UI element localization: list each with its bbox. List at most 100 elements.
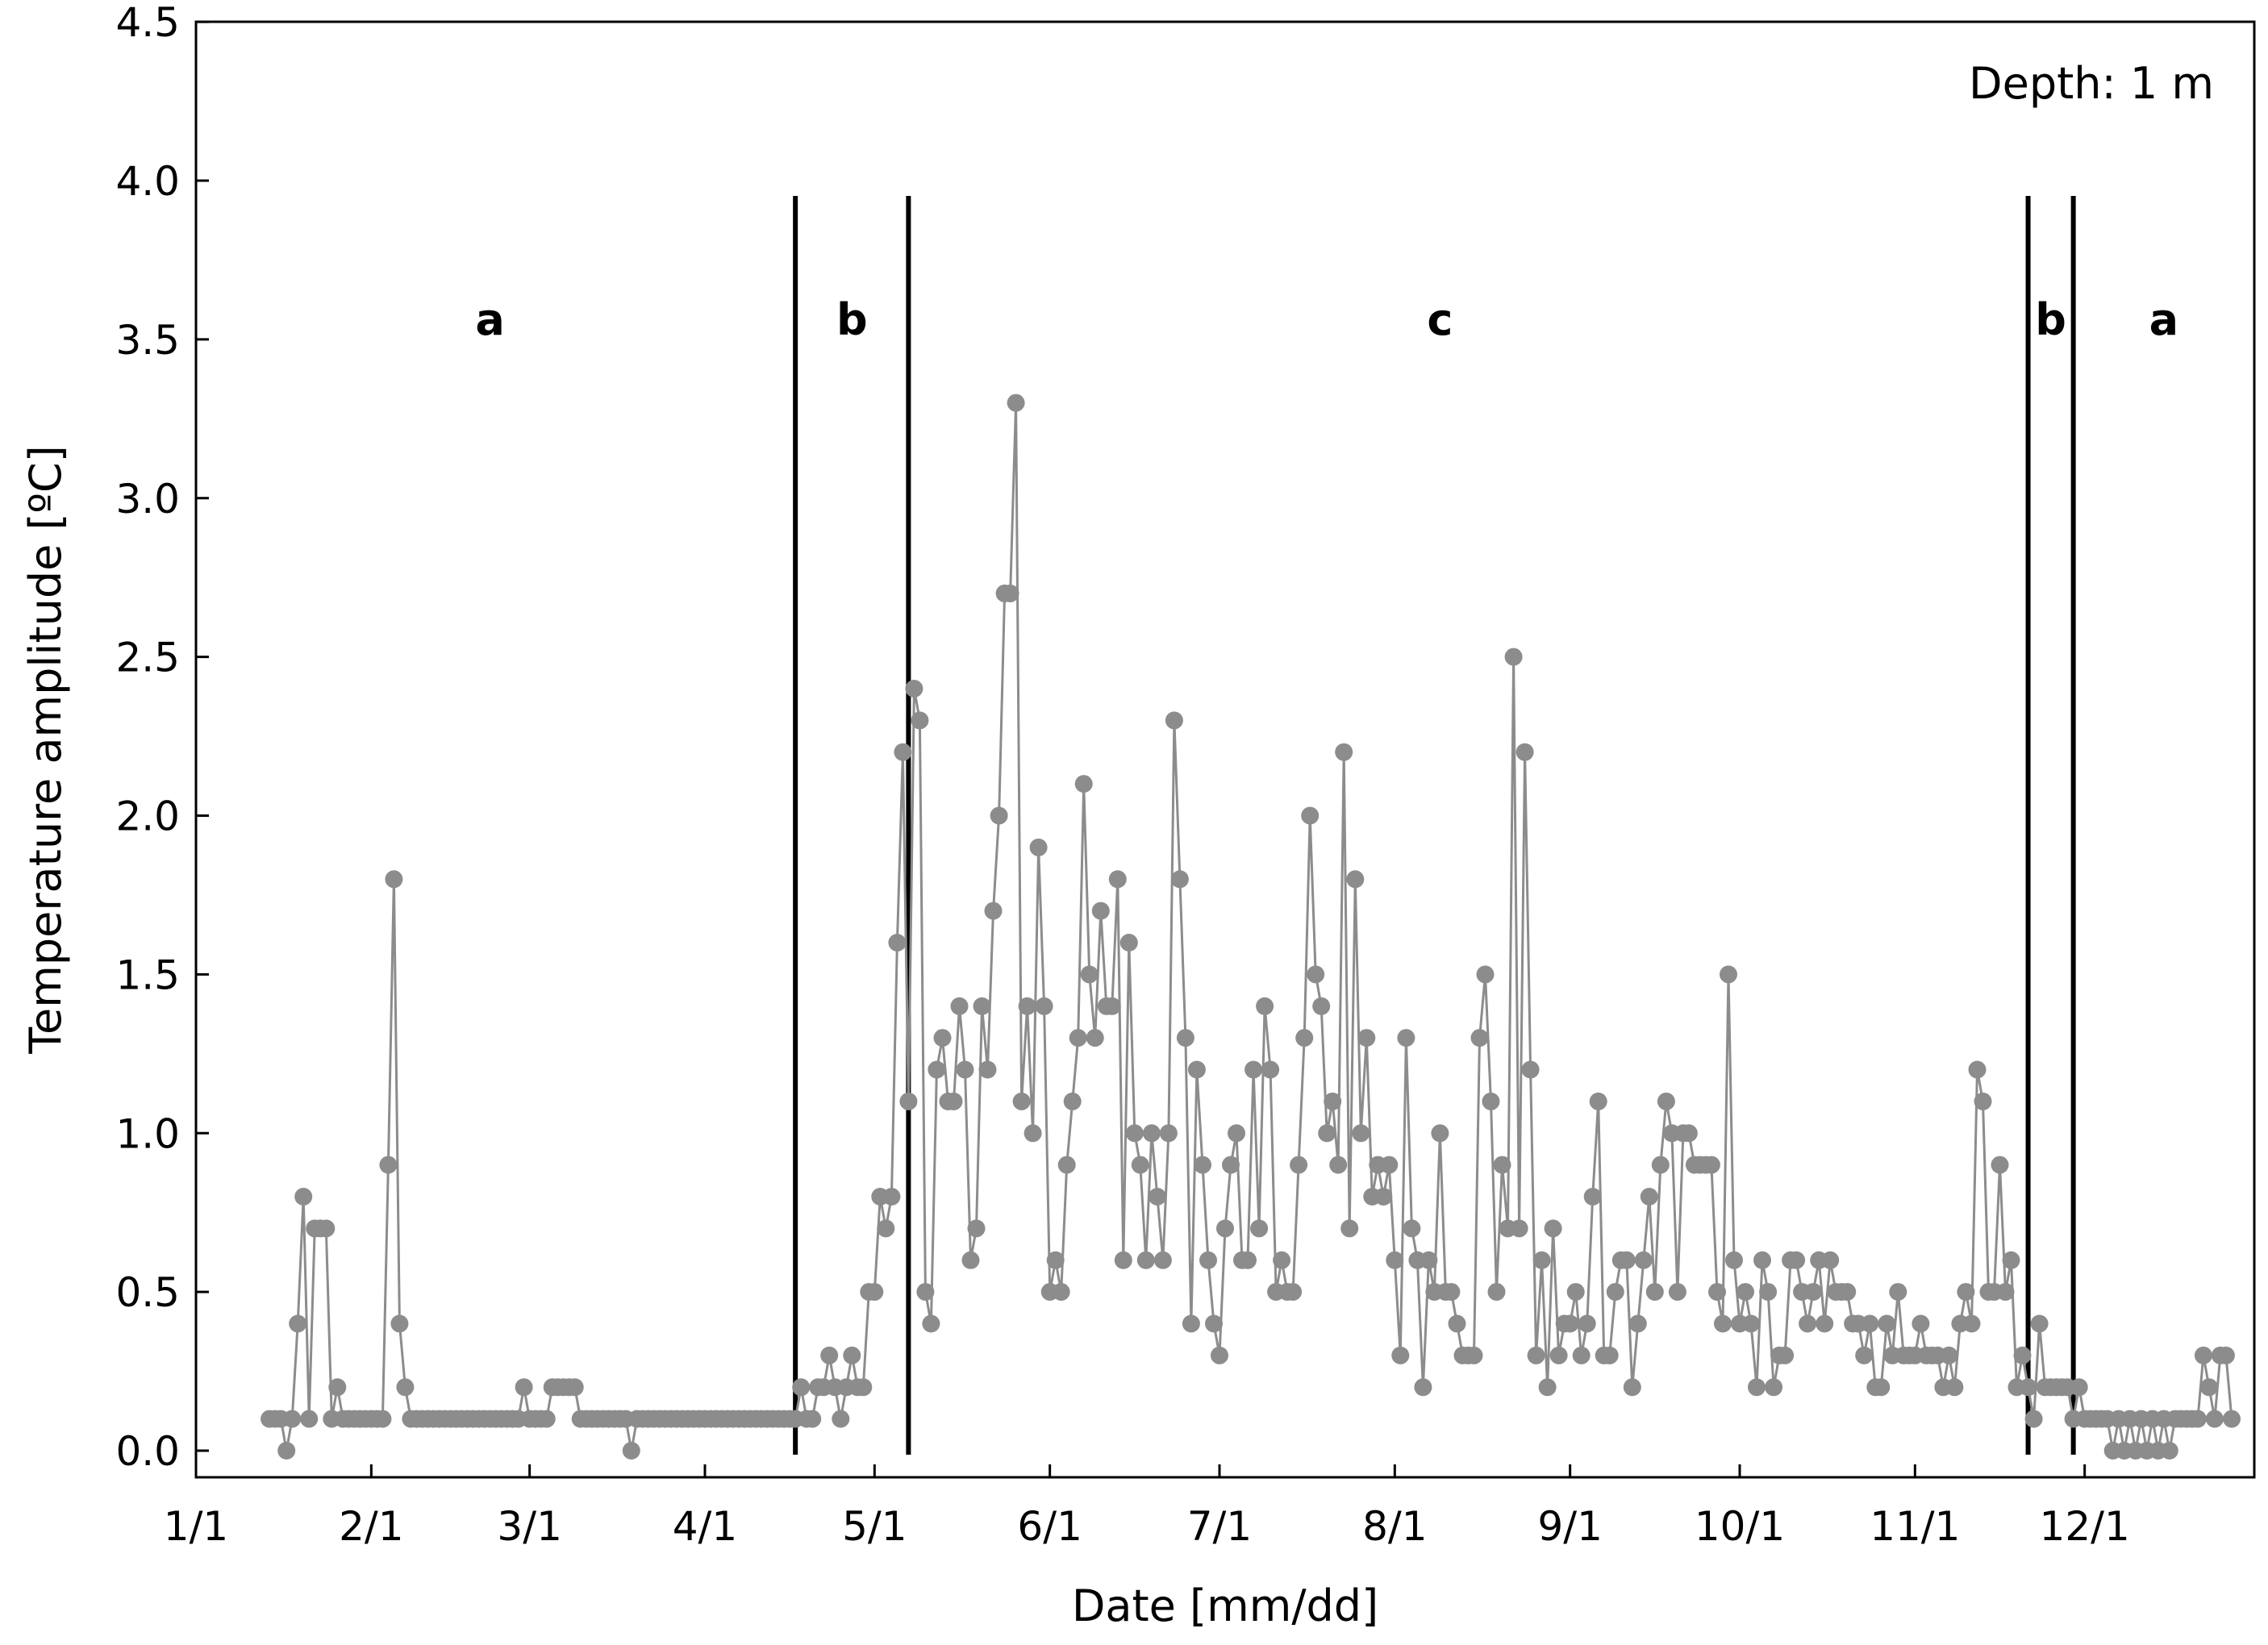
data-point	[1024, 1124, 1042, 1143]
y-axis-title: Temperature amplitude [ºC]	[20, 445, 71, 1055]
data-point	[1510, 1219, 1528, 1238]
data-point	[1549, 1346, 1568, 1364]
series-line	[269, 402, 2233, 1452]
data-point	[373, 1410, 392, 1428]
data-point	[1357, 1029, 1376, 1047]
data-point	[888, 934, 907, 952]
x-tick-label: 1/1	[164, 1503, 228, 1550]
data-point	[1600, 1346, 1619, 1364]
data-point	[1623, 1378, 1641, 1397]
y-tick-label: 4.0	[115, 158, 180, 205]
data-point	[1284, 1283, 1303, 1301]
data-point	[1651, 1156, 1670, 1174]
data-point	[1165, 711, 1183, 730]
data-point	[1940, 1346, 1958, 1364]
data-point	[1148, 1188, 1166, 1206]
data-point	[396, 1378, 415, 1397]
data-point	[1159, 1124, 1178, 1143]
data-point	[1787, 1251, 1806, 1269]
data-point	[1720, 965, 1737, 984]
data-point	[1318, 1124, 1336, 1143]
data-point	[1312, 997, 1331, 1015]
data-point	[1007, 394, 1025, 412]
data-point	[984, 902, 1003, 920]
data-point	[1476, 965, 1495, 984]
y-tick-label: 4.5	[115, 0, 180, 46]
data-point	[1380, 1156, 1399, 1174]
data-point	[1153, 1251, 1172, 1269]
data-point	[944, 1092, 963, 1110]
data-point	[1878, 1314, 1896, 1333]
data-point	[1504, 648, 1523, 666]
data-point	[2160, 1442, 2178, 1460]
data-point	[832, 1410, 850, 1428]
region-label: a	[2149, 294, 2178, 345]
data-point	[565, 1378, 584, 1397]
y-tick-label: 0.5	[115, 1269, 180, 1316]
data-point	[894, 743, 912, 761]
data-point	[933, 1029, 952, 1047]
data-point	[1640, 1188, 1658, 1206]
data-point	[922, 1314, 940, 1333]
x-tick-label: 4/1	[673, 1503, 737, 1550]
data-point	[1589, 1092, 1607, 1110]
data-point	[1679, 1124, 1698, 1143]
data-point	[1748, 1378, 1766, 1397]
data-point	[1057, 1156, 1076, 1174]
data-point	[956, 1060, 974, 1079]
data-point	[1194, 1156, 1211, 1174]
region-label: b	[2035, 294, 2066, 345]
x-tick-label: 10/1	[1695, 1503, 1785, 1550]
data-point	[911, 711, 929, 730]
data-point	[2013, 1346, 2032, 1364]
data-point	[1821, 1251, 1840, 1269]
data-point	[1018, 997, 1036, 1015]
data-point	[1583, 1188, 1602, 1206]
data-point	[865, 1283, 884, 1301]
data-point	[1799, 1314, 1817, 1333]
data-point	[1261, 1060, 1280, 1079]
data-point	[1708, 1283, 1726, 1301]
data-point	[1532, 1251, 1551, 1269]
data-point	[2199, 1378, 2218, 1397]
data-point	[1142, 1124, 1161, 1143]
data-point	[1855, 1346, 1874, 1364]
data-point	[854, 1378, 873, 1397]
data-point	[1606, 1283, 1624, 1301]
data-point	[1420, 1251, 1438, 1269]
data-point	[1962, 1314, 1981, 1333]
data-point	[1645, 1283, 1664, 1301]
data-point	[1176, 1029, 1194, 1047]
data-point	[1634, 1251, 1653, 1269]
data-point	[1945, 1378, 1964, 1397]
data-point	[1572, 1346, 1591, 1364]
x-tick-label: 5/1	[842, 1503, 907, 1550]
data-point	[515, 1378, 533, 1397]
data-point	[1012, 1092, 1031, 1110]
data-point	[1352, 1124, 1370, 1143]
data-point	[1566, 1283, 1585, 1301]
data-point	[1804, 1283, 1823, 1301]
data-point	[990, 806, 1008, 825]
data-point	[820, 1346, 839, 1364]
data-point	[1742, 1314, 1760, 1333]
data-point	[899, 1092, 918, 1110]
data-point	[1482, 1092, 1500, 1110]
data-point	[1074, 775, 1093, 793]
data-point	[1228, 1124, 1245, 1143]
y-tick-label: 0.0	[115, 1428, 180, 1475]
data-point	[961, 1251, 980, 1269]
y-tick-label: 3.5	[115, 317, 180, 364]
data-point	[537, 1410, 556, 1428]
data-point	[1136, 1251, 1155, 1269]
data-point	[1431, 1124, 1449, 1143]
data-point	[1301, 806, 1320, 825]
data-point	[385, 870, 403, 889]
data-point	[622, 1442, 640, 1460]
x-tick-label: 6/1	[1017, 1503, 1082, 1550]
data-point	[1046, 1251, 1065, 1269]
data-point	[2002, 1251, 2020, 1269]
data-point	[1872, 1378, 1891, 1397]
